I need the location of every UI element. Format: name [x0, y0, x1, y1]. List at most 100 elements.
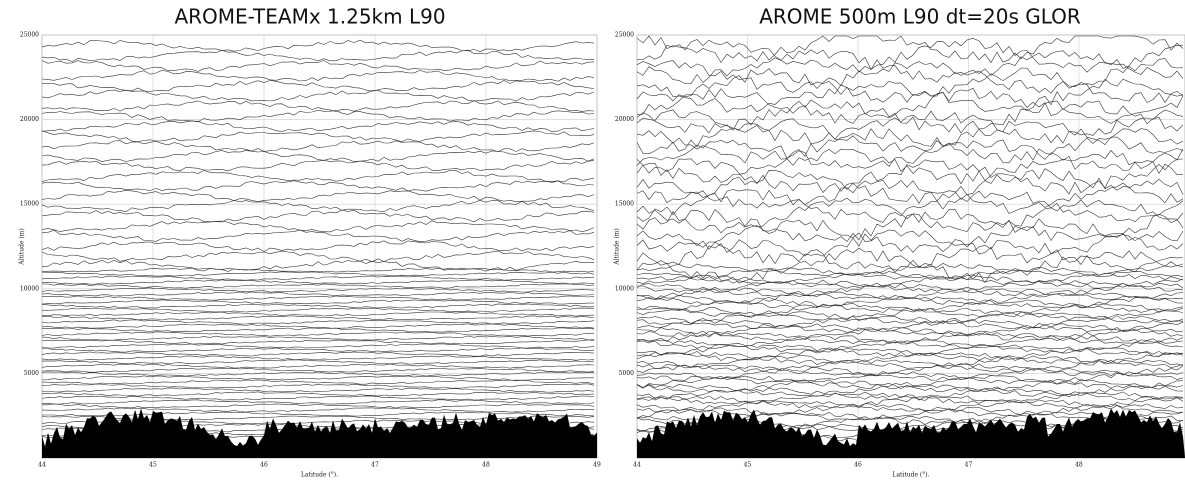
contour-line [41, 383, 595, 389]
contour-line [636, 327, 1184, 342]
y-tick-label: 25000 [20, 32, 39, 39]
contour-line [41, 303, 595, 309]
x-axis-label: Latitude (°). [892, 472, 929, 479]
contour-line [41, 299, 594, 305]
contour-line [41, 189, 595, 203]
contour-line [41, 229, 595, 243]
contour-line [636, 375, 1184, 389]
contour-line [636, 275, 1184, 289]
contour-line [636, 395, 1184, 409]
contour-line [636, 266, 1184, 281]
contour-line [636, 391, 1184, 404]
contour-line [41, 331, 595, 337]
y-tick-label: 25000 [615, 32, 634, 39]
contour-line [41, 150, 595, 163]
contour-line [636, 239, 1184, 273]
contour-line [636, 99, 1184, 134]
x-tick-label: 44 [38, 462, 46, 469]
contour-line [41, 399, 595, 405]
contour-line [41, 375, 594, 381]
contour-line [41, 39, 595, 53]
contour-line [636, 189, 1184, 223]
contour-line [41, 379, 595, 385]
contour-line [636, 178, 1184, 214]
x-tick-label: 47 [965, 462, 973, 469]
terrain [42, 408, 597, 458]
contour-line [637, 347, 1184, 361]
contour-line [42, 283, 595, 289]
contour-line [41, 307, 595, 313]
panel-title: AROME-TEAMx 1.25km L90 [174, 5, 445, 29]
contour-line [42, 327, 595, 333]
contour-line [41, 407, 595, 413]
x-tick-label: 44 [633, 462, 641, 469]
contour-line [636, 67, 1184, 103]
y-tick-label: 5000 [619, 370, 634, 377]
contour-line [41, 130, 595, 143]
contour-line [41, 339, 595, 345]
contour-line [636, 37, 1184, 73]
contour-line [41, 80, 595, 92]
contour-line [636, 158, 1184, 195]
contour-line [41, 319, 595, 325]
contour-line [636, 323, 1184, 337]
contour-line [41, 49, 595, 62]
contour-line [41, 89, 595, 102]
contour-line [41, 271, 595, 277]
contour-line [41, 100, 595, 112]
contour-line [636, 363, 1184, 377]
contour-line [636, 359, 1184, 373]
contour-line [41, 180, 595, 192]
contour-line [41, 363, 595, 369]
contour-line [636, 263, 1184, 277]
contour-line [636, 332, 1184, 345]
contour-line [636, 287, 1184, 300]
contour-line [41, 140, 595, 152]
contour-line [41, 335, 595, 341]
terrain [637, 408, 1185, 458]
contour-line [636, 148, 1184, 185]
contour-line [636, 399, 1184, 413]
contour-lines [636, 35, 1184, 445]
y-tick-label: 20000 [615, 116, 634, 123]
contour-line [636, 168, 1184, 204]
contour-line [42, 347, 595, 353]
contour-line [636, 383, 1184, 397]
x-tick-label: 48 [1075, 462, 1083, 469]
contour-line [41, 220, 595, 233]
contour-line [41, 368, 595, 373]
contour-line [41, 291, 595, 297]
contour-line [636, 229, 1184, 265]
contour-line [636, 307, 1184, 321]
contour-line [41, 391, 595, 397]
contour-line [41, 323, 595, 329]
contour-line [636, 299, 1184, 313]
contour-line [41, 170, 595, 183]
contour-line [636, 291, 1184, 305]
contour-line [41, 395, 595, 401]
contour-line [41, 159, 595, 172]
contour-line [41, 343, 595, 349]
y-axis-label: Altitude (m) [614, 228, 621, 266]
y-tick-label: 5000 [24, 370, 39, 377]
x-tick-label: 47 [371, 462, 379, 469]
contour-line [636, 218, 1184, 253]
plot-frame [636, 34, 1185, 459]
contour-line [636, 319, 1184, 333]
contour-line [636, 197, 1184, 234]
contour-line [42, 403, 595, 409]
x-axis-label: Latitude (°). [301, 472, 338, 479]
contour-line [636, 247, 1184, 284]
x-tick-label: 49 [593, 462, 601, 469]
contour-line [41, 69, 595, 82]
x-tick-label: 45 [149, 462, 157, 469]
contour-line [41, 209, 595, 223]
y-axis-label: Altitude (m) [19, 228, 26, 266]
contour-line [636, 315, 1184, 330]
contour-line [636, 78, 1184, 113]
contour-line [41, 109, 595, 123]
contour-line [41, 311, 595, 317]
contour-line [41, 315, 595, 321]
contour-line [636, 87, 1184, 124]
contour-line [637, 279, 1184, 293]
